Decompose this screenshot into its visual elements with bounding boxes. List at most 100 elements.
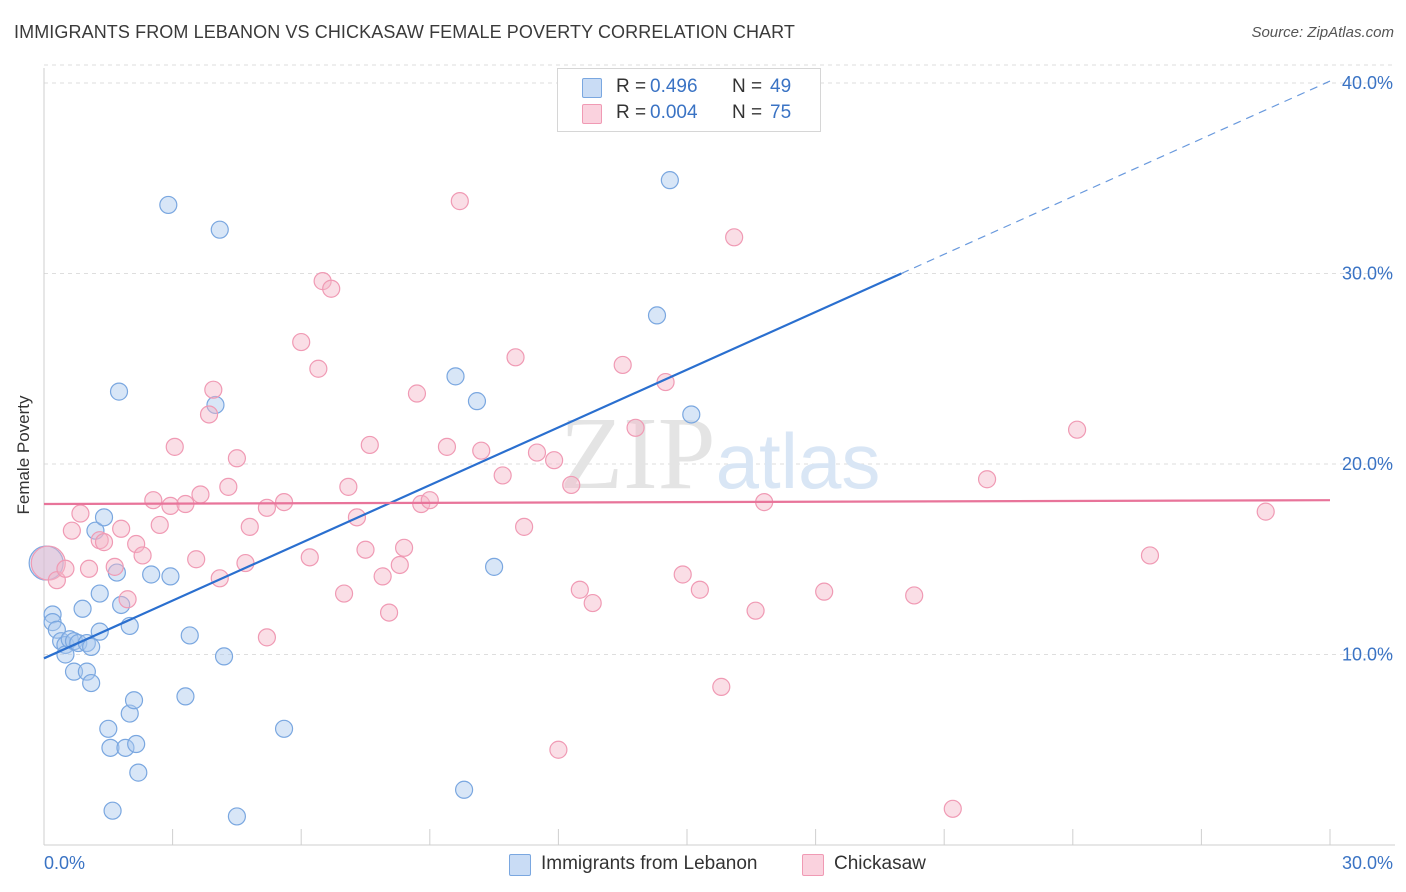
data-point [673,565,692,584]
data-point [150,515,169,535]
data-point [570,580,589,599]
data-point [73,599,92,618]
data-point [660,171,679,190]
data-point [191,485,210,504]
data-point [815,582,834,601]
data-point [485,557,504,576]
data-point [943,799,962,818]
data-point [977,470,997,489]
axes [43,68,1395,846]
series-immigrants-from-lebanon [28,171,701,826]
data-point [64,662,84,681]
data-point [47,620,66,639]
data-point [240,517,259,536]
data-point [165,437,184,456]
data-point [712,677,731,696]
source-label: Source: ZipAtlas.com [1251,24,1394,41]
data-point [493,466,512,485]
data-point [210,220,229,239]
data-point [1140,546,1160,565]
data-point [527,443,547,462]
data-point [62,521,81,540]
y-tick-label: 40.0% [1342,73,1393,93]
data-point [161,496,180,516]
data-point [112,519,131,538]
data-point [94,533,114,552]
data-point [79,559,99,578]
data-point [274,719,294,738]
tick-labels: 10.0% 20.0% 30.0% 40.0% 0.0% 30.0% [44,73,1393,873]
data-point [219,477,238,496]
trend-line-lebanon-extension [901,80,1331,275]
data-point [105,557,124,576]
data-point [274,493,294,512]
data-point [101,738,120,757]
legend-label-lebanon: Immigrants from Lebanon [541,853,758,874]
legend-n-value: 75 [770,102,792,123]
trend-line-lebanon [43,272,902,660]
data-point [583,593,602,613]
data-point [206,395,225,415]
data-point [446,367,465,386]
data-point [103,801,122,820]
data-point [90,584,109,603]
legend-r-label: R = [616,76,647,97]
data-point [56,559,75,578]
data-point [142,565,161,584]
data-point [322,279,341,298]
data-point [227,807,246,826]
data-point [360,435,379,455]
data-point [309,359,328,378]
legend-r-value: 0.004 [650,102,698,123]
data-point [356,540,375,559]
data-point [227,449,246,468]
data-point [562,475,581,495]
data-point [257,498,277,517]
data-point [82,673,101,693]
legend-n-label: N = [732,102,763,123]
data-point [109,382,129,401]
data-point [77,662,96,681]
data-point [161,567,180,586]
trend-lines [43,80,1331,660]
legend-swatch-lebanon [509,854,531,876]
y-axis-label: Female Poverty [14,395,33,515]
y-tick-label: 20.0% [1342,454,1393,474]
data-point [725,228,744,247]
data-point [626,418,645,437]
data-point [437,437,457,456]
watermark-atlas: atlas [716,417,881,505]
data-point [334,584,354,603]
data-point [180,626,199,645]
data-point [373,567,392,586]
x-tick-label: 0.0% [44,853,85,873]
data-point [394,538,414,557]
legend-n-label: N = [732,76,763,97]
data-point [99,719,118,738]
legend-r-label: R = [616,102,647,123]
data-point [613,355,632,375]
data-point [545,451,564,470]
data-point [214,647,234,666]
data-point [515,517,534,536]
data-point [127,534,146,554]
data-point [506,348,525,367]
data-point [159,195,178,215]
data-point [450,192,469,211]
data-point [82,637,101,656]
series-chickasaw [30,192,1275,818]
data-point [133,546,152,565]
y-tick-label: 30.0% [1342,264,1393,284]
data-point [1067,420,1087,439]
trend-line-chickasaw [43,499,1331,506]
data-point [454,780,474,799]
legend-swatch-lebanon [582,78,602,98]
legend-label-chickasaw: Chickasaw [834,853,926,874]
data-point [129,763,148,782]
data-point [144,491,163,510]
data-point [300,548,319,567]
data-point [116,738,135,757]
data-point [379,603,399,622]
data-point [339,477,358,496]
data-point [204,380,223,399]
